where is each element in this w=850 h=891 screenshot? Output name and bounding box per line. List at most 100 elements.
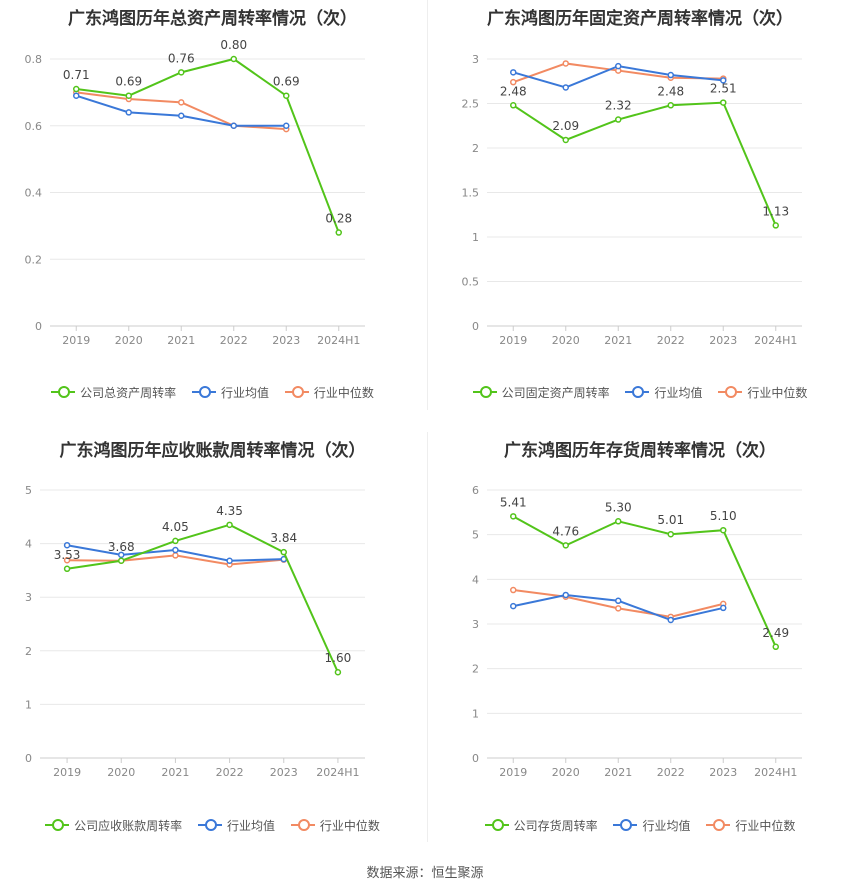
data-label: 0.80 [220,38,247,52]
legend-label: 行业中位数 [747,385,808,400]
data-label: 2.32 [605,99,632,113]
data-point[interactable] [230,55,237,63]
legend-item-median[interactable]: 行业中位数 [706,817,795,834]
data-point[interactable] [63,565,71,573]
data-point[interactable] [667,530,674,538]
data-point[interactable] [510,78,517,86]
legend-label: 行业均值 [220,385,269,400]
data-point[interactable] [118,551,125,559]
x-tick-label: 2021 [161,766,189,779]
data-point[interactable] [63,541,71,549]
legend-label: 行业中位数 [735,818,796,833]
data-point[interactable] [334,668,342,676]
legend-line-icon [45,819,70,831]
y-tick-label: 0 [472,752,479,765]
legend-item-median[interactable]: 行业中位数 [284,384,374,401]
legend-item-avg[interactable]: 行业均值 [191,384,269,401]
data-point[interactable] [125,109,132,116]
data-point[interactable] [510,69,517,76]
x-tick-label: 2024H1 [754,334,797,347]
x-tick-label: 2019 [53,766,81,779]
legend-line-icon [613,819,638,831]
data-point[interactable] [562,542,569,549]
legend-item-median[interactable]: 行业中位数 [718,384,807,401]
legend-item-median[interactable]: 行业中位数 [290,817,380,834]
y-tick-label: 6 [472,484,479,497]
data-point[interactable] [562,591,569,599]
legend-label: 行业中位数 [319,818,380,833]
legend-label: 公司应收账款周转率 [74,818,183,833]
data-point[interactable] [720,526,727,534]
data-point[interactable] [73,92,80,99]
data-point[interactable] [510,513,517,520]
data-point[interactable] [118,557,125,565]
legend-item-avg[interactable]: 行业均值 [625,384,703,401]
data-point[interactable] [562,136,569,144]
data-point[interactable] [226,557,233,565]
data-point[interactable] [63,556,71,564]
chart-panel-fixed-asset-turnover: 广东鸿图历年固定资产周转率情况（次） 0 0.5 1 1.5 2 2.5 3 2019 2020… [430,0,850,410]
data-point[interactable] [280,548,287,556]
data-point[interactable] [125,92,132,99]
y-tick-label: 2 [472,142,479,155]
x-tick-label: 2021 [604,334,632,347]
legend-item-company[interactable]: 公司固定资产周转率 [472,384,610,401]
data-point[interactable] [510,586,517,594]
data-point[interactable] [172,552,179,559]
data-point[interactable] [73,85,80,93]
legend-item-avg[interactable]: 行业均值 [613,817,691,834]
legend-label: 公司总资产周转率 [80,385,177,400]
data-point[interactable] [772,222,779,229]
data-point[interactable] [615,518,622,525]
legend-line-icon [718,386,743,398]
legend-item-company[interactable]: 公司应收账款周转率 [45,817,182,834]
data-label: 2.51 [710,82,737,96]
data-point[interactable] [667,102,674,109]
data-point[interactable] [615,62,622,70]
data-point[interactable] [615,116,622,123]
legend-item-company[interactable]: 公司存货周转率 [484,817,598,834]
data-point[interactable] [720,99,727,106]
y-tick-label: 0.6 [25,120,43,133]
data-point[interactable] [172,537,179,545]
legend-label: 行业均值 [654,385,703,400]
data-label: 3.68 [108,540,135,554]
x-tick-label: 2020 [107,766,135,779]
data-point[interactable] [178,99,185,106]
data-point[interactable] [510,102,517,109]
legend-label: 公司存货周转率 [513,818,598,833]
data-label: 0.28 [325,212,352,226]
y-tick-label: 1 [472,231,479,244]
data-point[interactable] [283,92,290,99]
data-label: 5.41 [500,495,527,509]
y-tick-label: 0 [35,320,42,333]
legend-item-company[interactable]: 公司总资产周转率 [51,384,176,401]
y-tick-label: 0.4 [25,187,43,200]
data-point[interactable] [172,546,179,554]
chart-legend: 公司固定资产周转率 行业均值 行业中位数 [430,382,850,401]
data-point[interactable] [720,77,727,84]
data-point[interactable] [615,605,622,612]
data-point[interactable] [335,229,342,236]
x-tick-label: 2023 [709,334,737,347]
data-point[interactable] [615,597,622,605]
data-point[interactable] [226,521,233,529]
data-point[interactable] [230,122,237,129]
data-point[interactable] [667,71,674,79]
data-point[interactable] [562,84,569,91]
data-point[interactable] [772,643,779,651]
data-label: 2.48 [657,84,684,98]
data-point[interactable] [667,616,674,624]
legend-line-icon [625,386,650,398]
panel-divider-bottom [427,432,428,842]
data-point[interactable] [283,122,290,129]
data-point[interactable] [178,69,185,76]
data-point[interactable] [178,112,185,119]
x-tick-label: 2019 [499,766,527,779]
data-point[interactable] [720,604,727,612]
data-label: 2.49 [762,626,789,640]
y-tick-label: 4 [25,538,32,551]
data-point[interactable] [510,602,517,610]
legend-item-avg[interactable]: 行业均值 [197,817,275,834]
data-point[interactable] [562,60,569,67]
